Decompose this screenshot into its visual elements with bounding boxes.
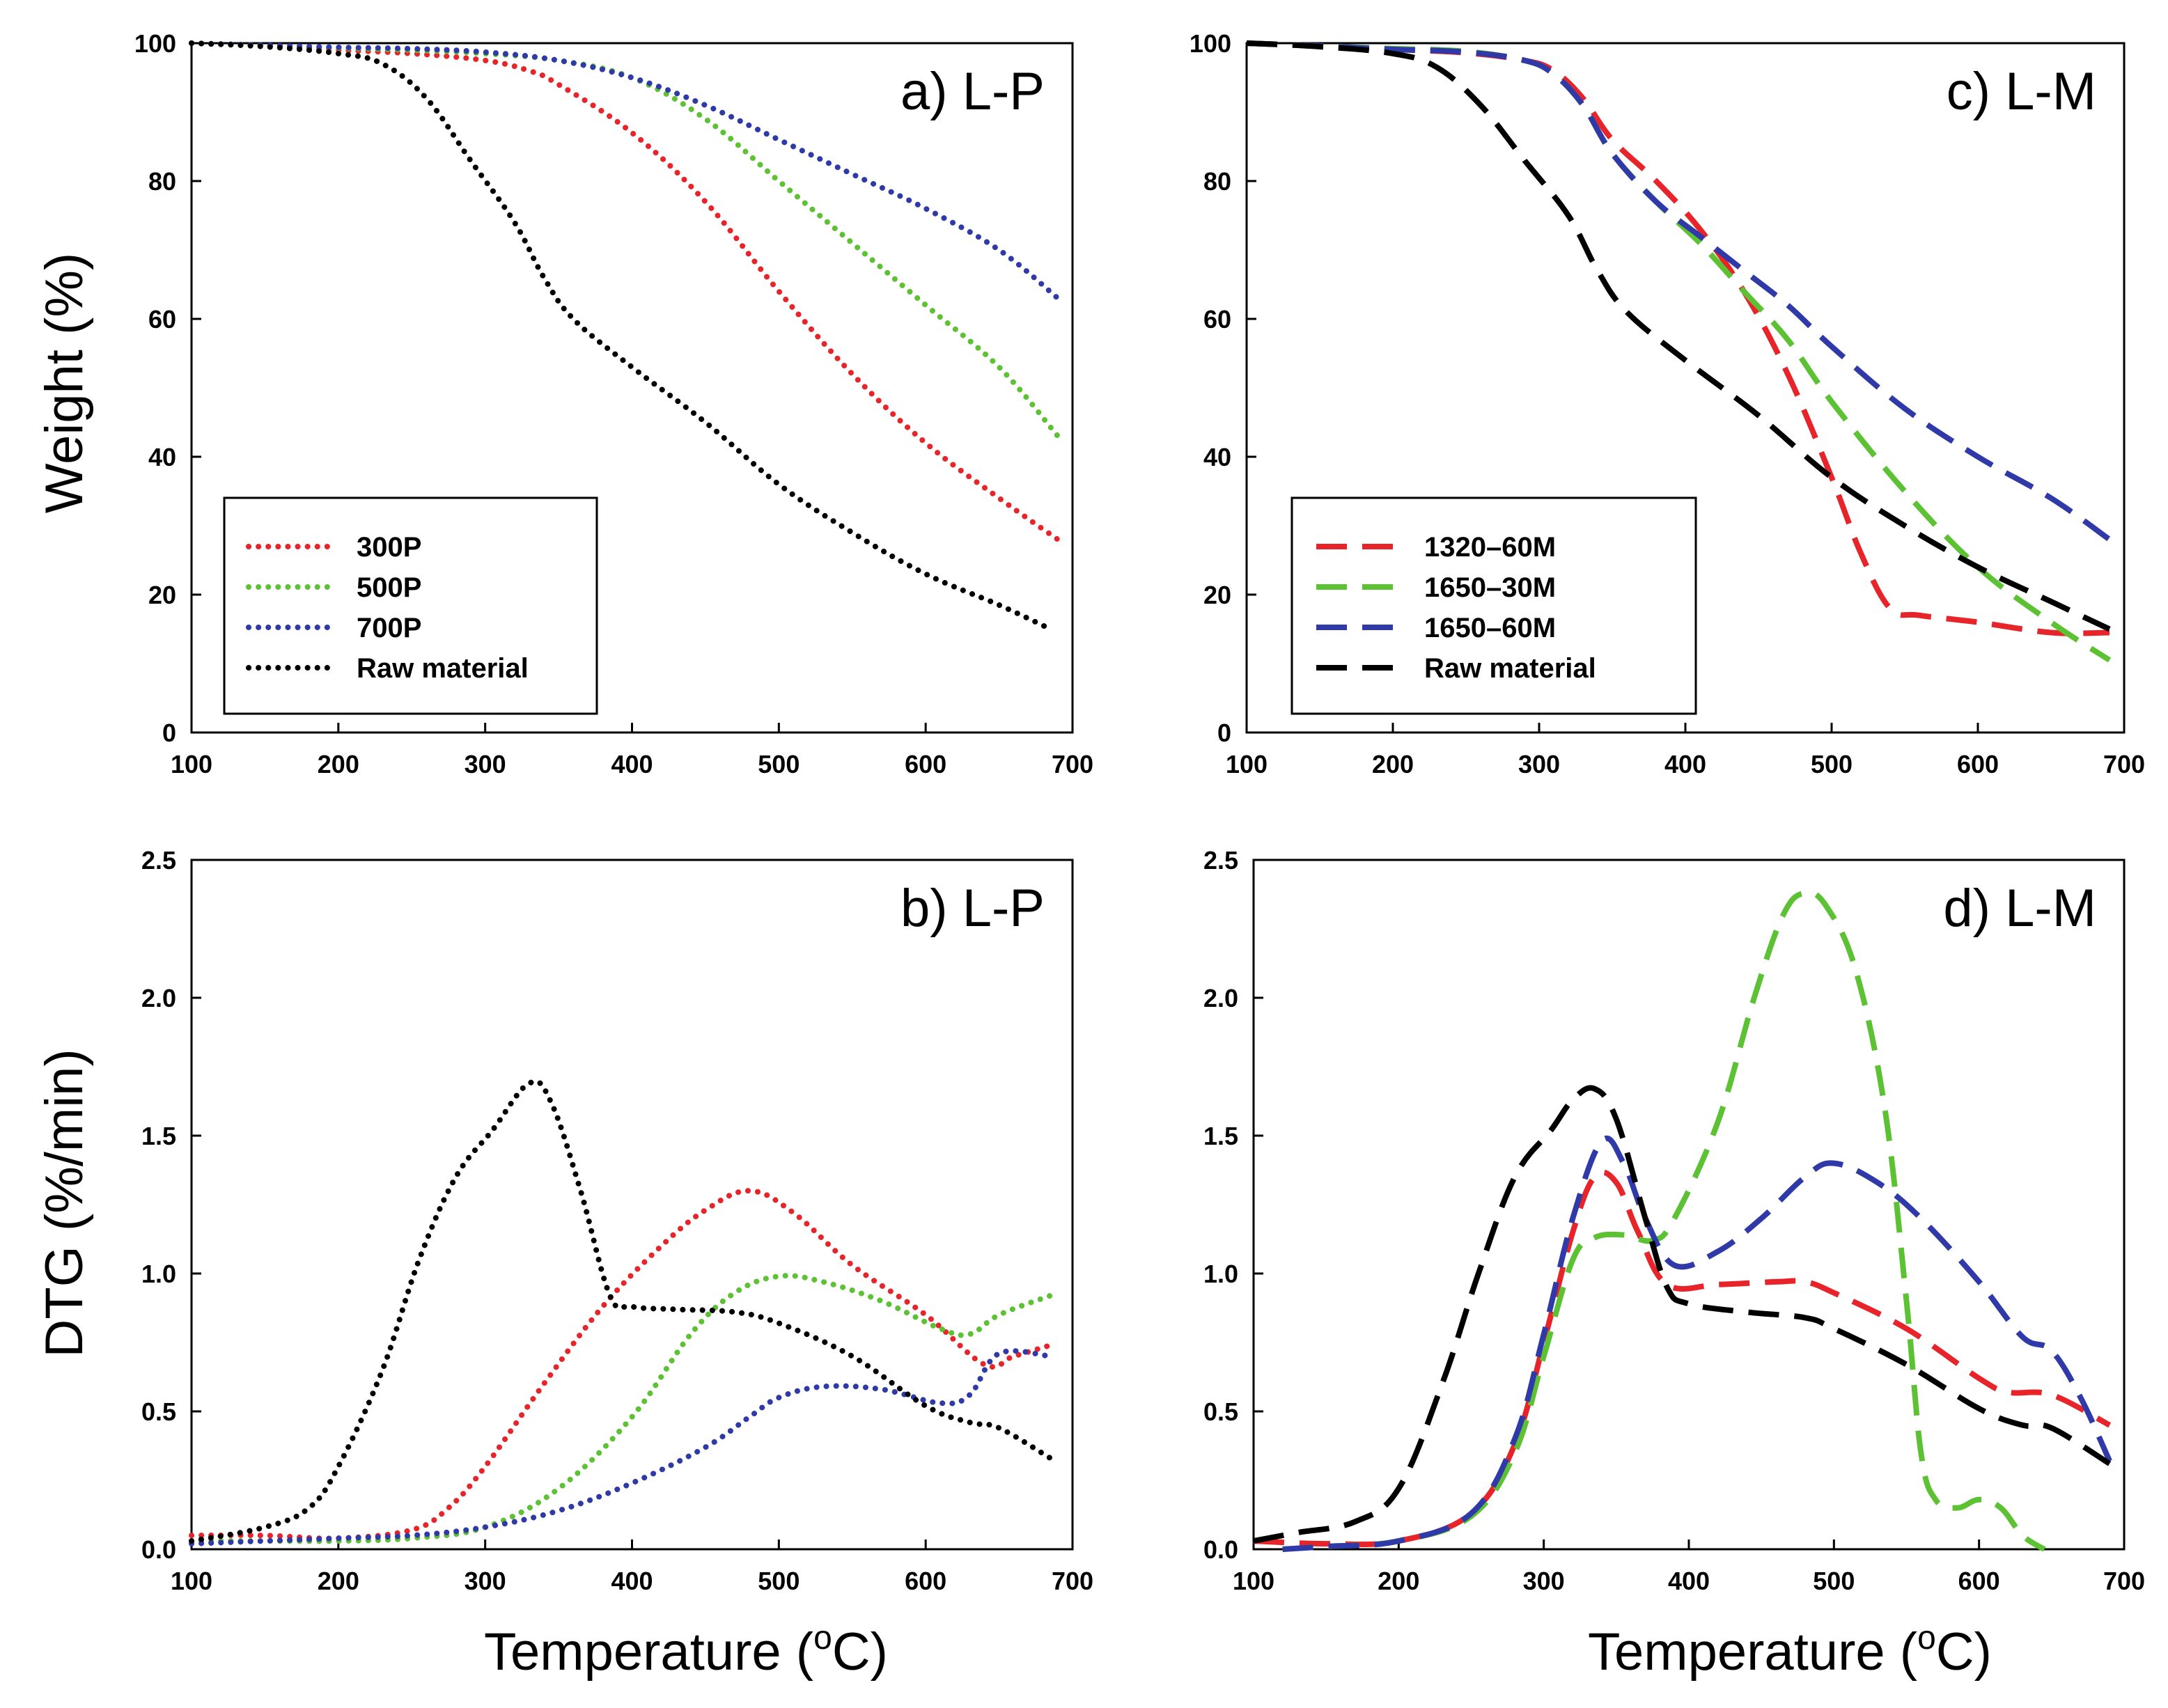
y-tick-label: 60 [148, 305, 176, 334]
y-tick-label: 80 [148, 167, 176, 196]
x-tick-label: 100 [1226, 750, 1268, 778]
x-tick-label: 100 [171, 1567, 212, 1595]
temperature-title-sup: o [813, 1620, 832, 1656]
x-tick-label: 400 [1664, 750, 1706, 778]
legend: 300P 500P 700P Raw material [223, 496, 598, 715]
legend-label: Raw material [357, 653, 529, 684]
x-tick-label: 200 [318, 750, 359, 778]
panel-label: c) L-M [1947, 62, 2096, 121]
y-tick-label: 100 [1190, 29, 1231, 58]
series-line-500p [189, 1273, 1054, 1544]
y-tick-label: 0.0 [1203, 1535, 1238, 1564]
weight-axis-title: Weight (%) [35, 253, 94, 513]
legend-label: 300P [357, 532, 421, 563]
panel-b: 100 200 300 400 500 600 700 0.0 0.5 1.0 1.5 2.0 2.5 b… [141, 846, 1093, 1595]
legend-label: 500P [357, 572, 421, 603]
x-tick-label: 400 [1668, 1567, 1710, 1595]
series-line-1650-30m [1282, 889, 2046, 1552]
y-tick-label: 0.0 [141, 1535, 176, 1564]
legend: 1320–60M 1650–30M 1650–60M Raw material [1290, 496, 1697, 715]
series-line-300p [189, 40, 1061, 542]
y-tick-label: 20 [148, 581, 176, 609]
panel-a: 100 200 300 400 500 600 700 0 20 40 60 80 100 a) L-P 3… [134, 29, 1093, 778]
series-line-700p [189, 1348, 1054, 1547]
plot-frame [190, 859, 1074, 1551]
y-tick-label: 0.5 [1203, 1397, 1238, 1426]
y-tick-label: 2.0 [141, 984, 176, 1012]
y-tick-label: 100 [134, 29, 176, 58]
y-tick-label: 1.5 [141, 1122, 176, 1150]
x-tick-label: 700 [1052, 750, 1093, 778]
y-tick-label: 2.5 [1203, 846, 1238, 875]
series-line-raw-material [189, 1079, 1054, 1544]
panel-label: b) L-P [900, 879, 1045, 938]
series-line-1650-60m [1282, 1135, 2112, 1552]
y-tick-label: 80 [1203, 167, 1231, 196]
y-tick-label: 40 [1203, 443, 1231, 471]
x-tick-label: 500 [1811, 750, 1853, 778]
x-tick-label: 600 [905, 1567, 946, 1595]
x-tick-label: 600 [1957, 750, 1999, 778]
plot-frame [1252, 859, 2126, 1551]
y-tick-label: 40 [148, 443, 176, 471]
series-line-300p [189, 1188, 1054, 1542]
series-line-raw-material [1246, 40, 2111, 632]
x-tick-label: 200 [1378, 1567, 1419, 1595]
x-tick-label: 700 [2103, 1567, 2145, 1595]
temperature-title-prefix: Temperature ( [1588, 1622, 1917, 1682]
y-tick-label: 1.5 [1203, 1122, 1238, 1150]
legend-label: 1320–60M [1424, 532, 1556, 563]
panel-label: d) L-M [1943, 879, 2096, 938]
series-line-1650-60m [1246, 40, 2112, 542]
panel-c: 100 200 300 400 500 600 700 0 20 40 60 80 100 c) L-M 1… [1190, 29, 2145, 778]
x-tick-label: 200 [1372, 750, 1414, 778]
x-tick-label: 300 [1518, 750, 1560, 778]
y-tick-label: 2.5 [141, 846, 176, 875]
panel-d: 100 200 300 400 500 600 700 0.0 0.5 1.0 1.5 2.0 2.5 d… [1203, 846, 2145, 1595]
x-tick-label: 500 [758, 750, 800, 778]
y-tick-label: 0 [1217, 719, 1231, 747]
y-tick-label: 0 [162, 719, 176, 747]
dtg-axis-title: DTG (%/min) [35, 1049, 94, 1357]
x-tick-label: 500 [758, 1567, 800, 1595]
legend-label: 1650–60M [1424, 613, 1556, 643]
temperature-title-prefix: Temperature ( [484, 1622, 813, 1682]
x-tick-label: 600 [1958, 1567, 2000, 1595]
panel-label: a) L-P [900, 62, 1045, 121]
y-tick-label: 2.0 [1203, 984, 1238, 1012]
legend-label: Raw material [1424, 653, 1596, 684]
temperature-axis-title-left: Temperature (oC) [484, 1620, 888, 1682]
x-tick-label: 300 [1523, 1567, 1565, 1595]
x-tick-label: 500 [1813, 1567, 1855, 1595]
x-tick-label: 100 [1233, 1567, 1274, 1595]
y-tick-label: 1.0 [141, 1260, 176, 1288]
x-tick-label: 200 [318, 1567, 359, 1595]
x-tick-label: 700 [2103, 750, 2145, 778]
y-tick-label: 20 [1203, 581, 1231, 609]
x-tick-label: 400 [611, 750, 653, 778]
x-tick-label: 300 [465, 1567, 506, 1595]
temperature-title-suffix: C) [1936, 1622, 1992, 1682]
x-tick-label: 100 [171, 750, 212, 778]
legend-box [223, 496, 598, 715]
x-tick-label: 300 [465, 750, 506, 778]
y-tick-label: 1.0 [1203, 1260, 1238, 1288]
x-tick-label: 400 [611, 1567, 653, 1595]
y-tick-label: 0.5 [141, 1397, 176, 1426]
series-line-700p [189, 40, 1061, 301]
temperature-title-suffix: C) [832, 1622, 888, 1682]
temperature-title-sup: o [1917, 1620, 1936, 1656]
series-line-1320-60m [1253, 1169, 2112, 1548]
x-tick-label: 700 [1052, 1567, 1093, 1595]
temperature-axis-title-right: Temperature (oC) [1588, 1620, 1992, 1682]
legend-label: 700P [357, 613, 421, 643]
legend-box [1290, 496, 1697, 715]
x-tick-label: 600 [905, 750, 946, 778]
legend-label: 1650–30M [1424, 572, 1556, 603]
series-line-raw-material [1253, 1085, 2112, 1544]
series-line-raw-material [189, 40, 1054, 632]
y-tick-label: 60 [1203, 305, 1231, 334]
